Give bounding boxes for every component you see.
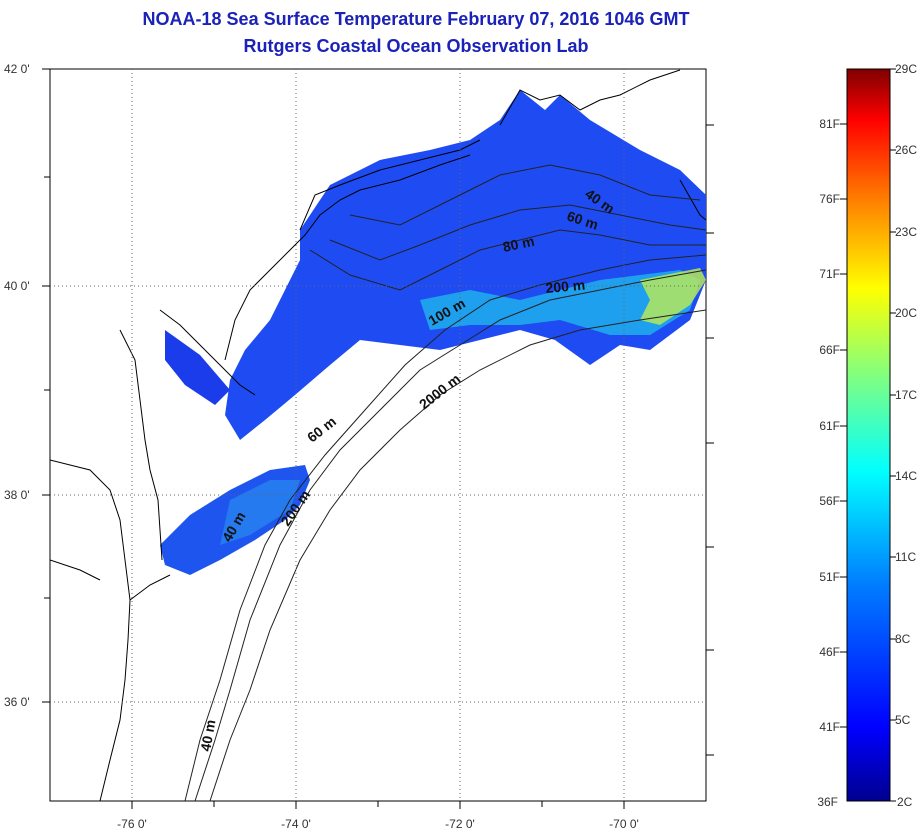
colorbar-c-11: 11C [895,550,916,564]
lon-label-76: -76 0' [117,817,147,831]
isobath-100m [184,254,706,801]
colorbar-f-46: 46F [819,645,840,659]
grid-lines [50,69,706,801]
lon-label-74: -74 0' [281,817,311,831]
lon-label-70: -70 0' [609,817,639,831]
colorbar-f-76: 76F [819,192,840,206]
sst-swath-bay [165,330,230,405]
isobath-40m [349,164,701,226]
map-subtitle: Rutgers Coastal Ocean Observation Lab [243,36,589,56]
lon-label-72: -72 0' [445,817,475,831]
colorbar-ticks [840,68,896,802]
colorbar-f-66: 66F [819,343,840,357]
colorbar-f-81: 81F [819,117,840,131]
isobath-2000m [209,309,706,801]
isobath-200m [194,269,706,801]
colorbar-c-26: 26C [895,143,917,157]
colorbar-f-51: 51F [819,570,840,584]
contour-label-80m: 80 m [501,233,536,255]
map-title: NOAA-18 Sea Surface Temperature February… [142,9,690,29]
contour-label-200m-north: 200 m [545,277,586,296]
colorbar-c-5: 5C [895,713,911,727]
colorbar-c-2: 2C [897,795,913,809]
colorbar-c-20: 20C [895,306,917,320]
frame-ticks [42,68,714,809]
colorbar-c-14: 14C [895,469,917,483]
coastline [50,69,706,801]
colorbar [846,68,891,802]
contour-label-40m-coast: 40 m [197,718,218,752]
colorbar-c-29: 29C [895,62,917,76]
colorbar-f-61: 61F [819,419,840,433]
lat-label-40: 40 0' [4,279,30,293]
lat-label-36: 36 0' [4,695,30,709]
colorbar-f-56: 56F [819,494,840,508]
colorbar-f-36: 36F [817,795,838,809]
colorbar-c-17: 17C [895,388,917,402]
sst-swath-southshelf [220,480,300,545]
lat-label-38: 38 0' [4,488,30,502]
colorbar-c-23: 23C [895,225,917,239]
sst-swath-gulfstream [640,268,706,325]
sst-swath-north [225,90,706,440]
lat-label-42: 42 0' [4,62,30,76]
isobath-80m [309,229,706,291]
colorbar-f-71: 71F [819,267,840,281]
colorbar-f-41: 41F [819,720,840,734]
colorbar-c-8: 8C [895,632,911,646]
isobath-60m [329,204,706,261]
